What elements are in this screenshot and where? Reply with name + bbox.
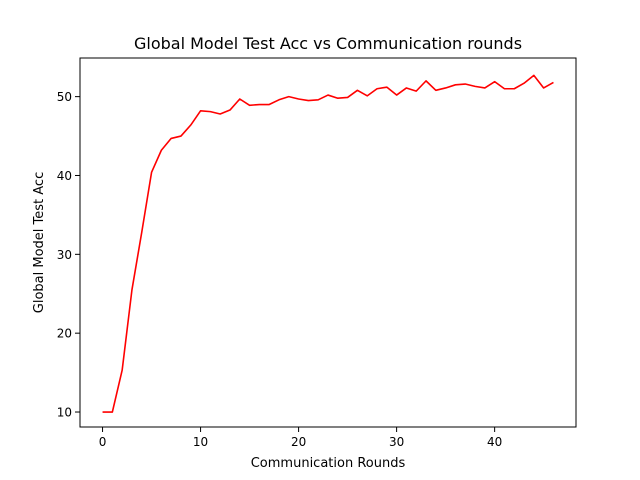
x-tick-label: 10	[193, 435, 208, 449]
series-line-0	[102, 74, 554, 413]
x-tick-label: 20	[291, 435, 306, 449]
x-tick-label: 30	[389, 435, 404, 449]
chart-title: Global Model Test Acc vs Communication r…	[134, 34, 522, 53]
y-tick-label: 10	[57, 406, 72, 420]
plot-area	[102, 74, 554, 413]
x-tick-label: 0	[99, 435, 107, 449]
x-tick-label: 40	[487, 435, 502, 449]
y-axis-ticks: 10 20 30 40 50	[57, 90, 80, 420]
y-tick-label: 50	[57, 90, 72, 104]
y-tick-label: 30	[57, 248, 72, 262]
x-axis-ticks: 0 10 20 30 40	[99, 427, 502, 449]
y-tick-label: 20	[57, 327, 72, 341]
axes-frame	[79, 57, 577, 428]
y-tick-label: 40	[57, 169, 72, 183]
y-axis-label: Global Model Test Acc	[32, 172, 47, 313]
x-axis-label: Communication Rounds	[251, 456, 406, 471]
